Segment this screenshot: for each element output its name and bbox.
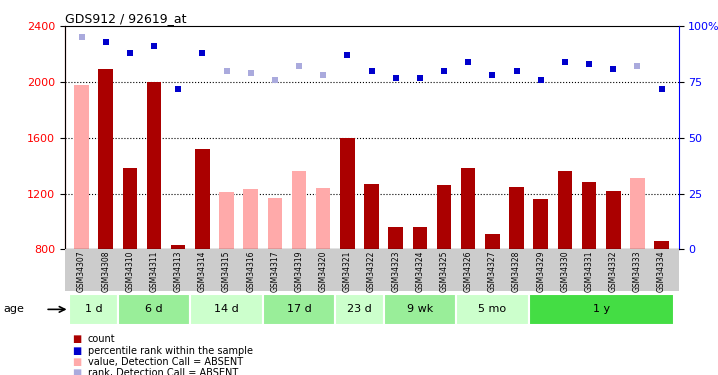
- Text: 9 wk: 9 wk: [407, 304, 433, 314]
- Bar: [364, 184, 379, 249]
- Text: value, Detection Call = ABSENT: value, Detection Call = ABSENT: [88, 357, 243, 367]
- Text: GSM34334: GSM34334: [657, 250, 666, 292]
- Text: GSM34314: GSM34314: [198, 250, 207, 292]
- Text: ■: ■: [72, 334, 81, 344]
- Text: 23 d: 23 d: [347, 304, 372, 314]
- Text: 14 d: 14 d: [214, 304, 239, 314]
- Text: GSM34319: GSM34319: [294, 250, 304, 292]
- Text: 5 mo: 5 mo: [478, 304, 506, 314]
- Bar: [509, 187, 524, 249]
- Bar: [123, 168, 137, 249]
- Text: GSM34323: GSM34323: [391, 250, 400, 292]
- Bar: [461, 168, 475, 249]
- Text: GSM34315: GSM34315: [222, 250, 231, 292]
- Bar: [533, 199, 548, 249]
- Text: age: age: [4, 304, 24, 314]
- Text: GSM34317: GSM34317: [271, 250, 279, 292]
- Text: GSM34313: GSM34313: [174, 250, 182, 292]
- Bar: [70, 294, 118, 324]
- Bar: [146, 82, 162, 249]
- Text: GSM34320: GSM34320: [319, 250, 327, 292]
- Text: GSM34322: GSM34322: [367, 250, 376, 292]
- Text: 17 d: 17 d: [286, 304, 312, 314]
- Text: 1 d: 1 d: [85, 304, 103, 314]
- Bar: [243, 189, 258, 249]
- Text: GSM34321: GSM34321: [343, 250, 352, 292]
- Bar: [171, 245, 185, 249]
- Text: GSM34330: GSM34330: [561, 250, 569, 292]
- Bar: [528, 294, 673, 324]
- Bar: [292, 171, 307, 249]
- Bar: [98, 69, 113, 249]
- Bar: [268, 198, 282, 249]
- Text: GSM34333: GSM34333: [633, 250, 642, 292]
- Text: ■: ■: [72, 346, 81, 355]
- Text: count: count: [88, 334, 115, 344]
- Bar: [558, 171, 572, 249]
- Text: GSM34324: GSM34324: [416, 250, 424, 292]
- Text: 1 y: 1 y: [592, 304, 610, 314]
- Text: ■: ■: [72, 368, 81, 375]
- Text: GSM34328: GSM34328: [512, 250, 521, 292]
- Text: GSM34326: GSM34326: [464, 250, 472, 292]
- Bar: [456, 294, 528, 324]
- Text: GSM34325: GSM34325: [439, 250, 449, 292]
- Bar: [383, 294, 456, 324]
- Bar: [485, 234, 500, 249]
- Text: 6 d: 6 d: [145, 304, 163, 314]
- Bar: [437, 185, 452, 249]
- Text: GSM34332: GSM34332: [609, 250, 617, 292]
- Bar: [413, 227, 427, 249]
- Bar: [219, 192, 234, 249]
- Bar: [335, 294, 383, 324]
- Bar: [630, 178, 645, 249]
- Text: GDS912 / 92619_at: GDS912 / 92619_at: [65, 12, 186, 25]
- Bar: [74, 85, 89, 249]
- Bar: [118, 294, 190, 324]
- Bar: [606, 191, 620, 249]
- Text: ■: ■: [72, 357, 81, 367]
- Bar: [654, 241, 669, 249]
- Text: GSM34311: GSM34311: [149, 250, 159, 292]
- Bar: [316, 188, 330, 249]
- Text: percentile rank within the sample: percentile rank within the sample: [88, 346, 253, 355]
- Bar: [195, 149, 210, 249]
- Text: GSM34329: GSM34329: [536, 250, 545, 292]
- Text: GSM34331: GSM34331: [584, 250, 594, 292]
- Bar: [340, 138, 355, 249]
- Text: GSM34308: GSM34308: [101, 250, 110, 292]
- Bar: [190, 294, 263, 324]
- Bar: [388, 227, 403, 249]
- Text: rank, Detection Call = ABSENT: rank, Detection Call = ABSENT: [88, 368, 238, 375]
- Text: GSM34310: GSM34310: [126, 250, 134, 292]
- Text: GSM34327: GSM34327: [488, 250, 497, 292]
- Text: GSM34307: GSM34307: [77, 250, 86, 292]
- Bar: [263, 294, 335, 324]
- Text: GSM34316: GSM34316: [246, 250, 255, 292]
- Bar: [582, 182, 597, 249]
